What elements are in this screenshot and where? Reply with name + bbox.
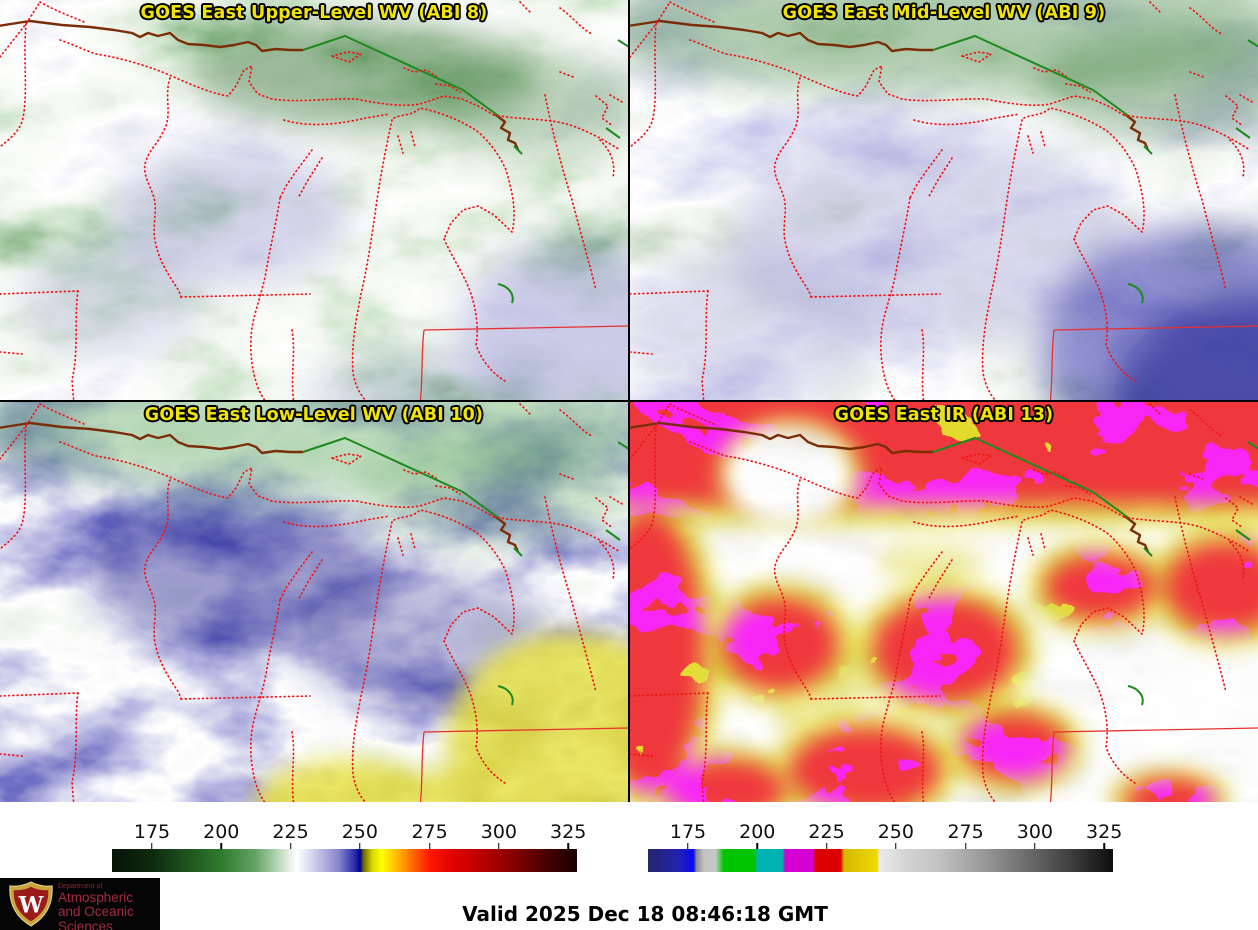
tick-label: 275: [411, 821, 448, 843]
valid-timestamp: Valid 2025 Dec 18 08:46:18 GMT: [462, 902, 828, 926]
uw-crest-icon: W: [9, 881, 53, 927]
panel-grid: GOES East Upper-Level WV (ABI 8) GOES Ea…: [0, 0, 1258, 802]
tick-label: 275: [947, 821, 984, 843]
tick-label: 200: [203, 821, 240, 843]
logo-name-line2: and Oceanic Sciences: [58, 904, 134, 930]
tick-label: 300: [480, 821, 518, 843]
satellite-imagery-abi9: [630, 0, 1258, 400]
logo-dept-line: Department of: [58, 883, 103, 890]
tick-label: 325: [1086, 821, 1123, 843]
panel-title-abi9: GOES East Mid-Level WV (ABI 9): [782, 3, 1106, 23]
tick-label: 175: [133, 821, 171, 843]
panel-abi10-low-level-wv: GOES East Low-Level WV (ABI 10): [0, 402, 628, 802]
satellite-imagery-abi10: [0, 402, 628, 802]
colorbar-wv-labels: 175 200 225 250 275 300 325: [112, 821, 586, 843]
colorbar-ir-tickmarks: [648, 843, 1113, 849]
satellite-imagery-abi8: [0, 0, 628, 400]
satellite-imagery-abi13: [630, 402, 1258, 802]
logo-text: Department of Atmospheric and Oceanic Sc…: [58, 883, 160, 930]
panel-abi13-ir: GOES East IR (ABI 13): [630, 402, 1258, 802]
colorbar-wv-gradient: [112, 849, 577, 872]
colorbar-wv: 175 200 225 250 275 300 325: [112, 821, 586, 873]
tick-label: 250: [341, 821, 378, 843]
colorbar-ir-gradient: [648, 849, 1113, 872]
tick-label: 325: [550, 821, 587, 843]
panel-abi9-mid-level-wv: GOES East Mid-Level WV (ABI 9): [630, 0, 1258, 400]
logo-name-line1: Atmospheric: [58, 889, 134, 905]
colorbar-wv-tickmarks: [112, 843, 577, 849]
colorbar-ir-labels: 175 200 225 250 275 300 325: [648, 821, 1122, 843]
tick-label: 250: [877, 821, 914, 843]
panel-title-abi10: GOES East Low-Level WV (ABI 10): [144, 405, 484, 425]
panel-title-abi13: GOES East IR (ABI 13): [834, 405, 1054, 425]
tick-label: 300: [1016, 821, 1054, 843]
tick-label: 225: [808, 821, 845, 843]
tick-label: 225: [272, 821, 309, 843]
tick-label: 200: [739, 821, 776, 843]
uw-aos-logo: W Department of Atmospheric and Oceanic …: [0, 878, 160, 930]
panel-abi8-upper-level-wv: GOES East Upper-Level WV (ABI 8): [0, 0, 628, 400]
colorbar-ir: 175 200 225 250 275 300 325: [648, 821, 1122, 873]
panel-title-abi8: GOES East Upper-Level WV (ABI 8): [140, 3, 488, 23]
tick-label: 175: [669, 821, 707, 843]
crest-letter: W: [18, 893, 44, 919]
